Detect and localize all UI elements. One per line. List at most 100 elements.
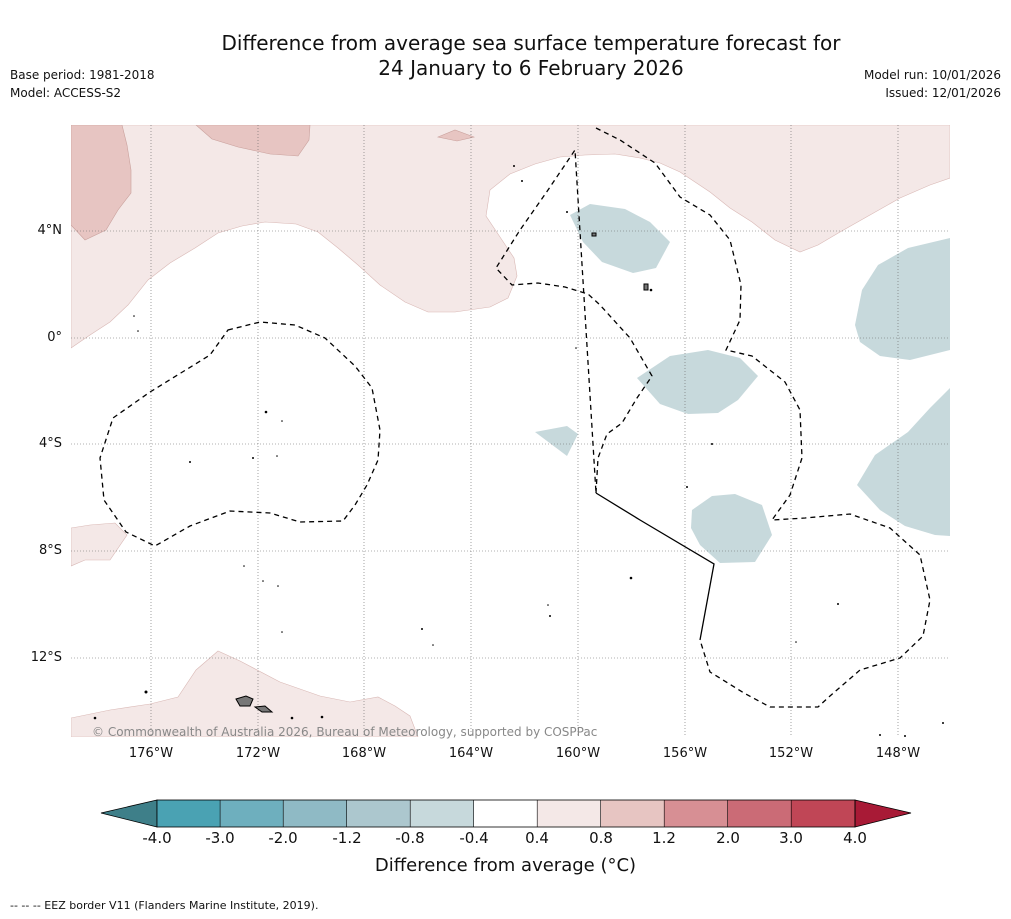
atoll-dot	[189, 461, 191, 463]
atoll-dot	[521, 180, 523, 182]
cool-anomaly-3	[637, 350, 758, 414]
colorbar-label: -4.0	[142, 829, 172, 847]
atoll-dots	[93, 165, 944, 737]
colorbar-label: -0.8	[395, 829, 425, 847]
lon-label-152w: 152°W	[768, 746, 814, 761]
eez-border-solid-segment	[595, 492, 715, 641]
lon-label-176w: 176°W	[128, 746, 174, 761]
metadata-right: Model run: 10/01/2026 Issued: 12/01/2026	[864, 66, 1001, 102]
lon-label-156w: 156°W	[662, 746, 708, 761]
atoll-dot	[686, 486, 688, 488]
lon-label-164w: 164°W	[448, 746, 494, 761]
base-period: Base period: 1981-2018	[10, 68, 155, 82]
warm-anomaly-west-south	[71, 522, 128, 567]
island-savaii	[235, 695, 254, 707]
atoll-dot	[264, 410, 268, 414]
atoll-dot	[432, 644, 434, 646]
title-line-1: Difference from average sea surface temp…	[221, 31, 841, 55]
atoll-dot	[566, 211, 568, 213]
atoll-dot	[290, 716, 294, 720]
atoll-dot	[942, 722, 944, 724]
colorbar-label: 3.0	[779, 829, 803, 847]
lon-label-160w: 160°W	[555, 746, 601, 761]
atoll-dot	[837, 603, 839, 605]
title-line-2: 24 January to 6 February 2026	[378, 56, 684, 80]
atoll-dot	[277, 585, 279, 587]
island-outline	[235, 232, 649, 713]
atoll-dot	[243, 565, 245, 567]
colorbar-segment	[346, 800, 411, 827]
warm-anomaly-south	[71, 650, 419, 737]
atoll-dot	[144, 690, 148, 694]
atoll-dot	[281, 420, 283, 422]
island-upolu	[253, 705, 274, 713]
gridlines-dotted	[71, 125, 950, 737]
atoll-dot	[711, 443, 713, 445]
model-run: Model run: 10/01/2026	[863, 68, 1001, 82]
colorbar-label: -1.2	[332, 829, 362, 847]
cool-anomaly-4	[535, 426, 578, 456]
atoll-dot	[320, 715, 324, 719]
atoll-dot	[575, 347, 577, 349]
atoll-dot	[649, 288, 653, 292]
eez-border-kiribati-line	[495, 127, 931, 708]
cool-anomaly-6	[691, 494, 772, 563]
map-title: Difference from average sea surface temp…	[0, 31, 1011, 81]
colorbar-frame	[156, 799, 856, 828]
colorbar-label: 4.0	[843, 829, 867, 847]
metadata-left: Base period: 1981-2018 Model: ACCESS-S2	[10, 66, 155, 102]
colorbar-high-extend	[854, 799, 912, 828]
colorbar-label: 0.4	[525, 829, 549, 847]
atoll-dot	[252, 457, 254, 459]
colorbar-segment	[410, 800, 474, 827]
colorbar-segment	[727, 800, 792, 827]
atoll-dot	[549, 615, 551, 617]
issued-date: Issued: 12/01/2026	[885, 86, 1001, 100]
colorbar-segment	[791, 800, 855, 827]
lon-label-172w: 172°W	[235, 746, 281, 761]
warm-anomaly-north	[71, 125, 950, 349]
lon-label-168w: 168°W	[341, 746, 387, 761]
cool-anomaly-1	[570, 204, 670, 273]
warm-anomaly-strong-west	[71, 125, 132, 241]
colorbar-label: -0.4	[459, 829, 489, 847]
atoll-dot	[137, 330, 139, 332]
atoll-dot	[629, 576, 633, 580]
eez-footnote: -- -- -- EEZ border V11 (Flanders Marine…	[10, 899, 319, 912]
colorbar-segment	[664, 800, 728, 827]
colorbar-label: 1.2	[652, 829, 676, 847]
lon-label-148w: 148°W	[875, 746, 921, 761]
atoll-dot	[879, 734, 881, 736]
colorbar-dividers	[219, 800, 792, 827]
lat-label-0: 0°	[47, 330, 62, 345]
lat-label-4s: 4°S	[38, 436, 62, 451]
colorbar-label: -3.0	[205, 829, 235, 847]
atoll-dot	[547, 604, 549, 606]
warm-anomaly-strong-small	[436, 129, 476, 142]
colorbar-segment	[600, 800, 665, 827]
cool-anomaly-2	[855, 238, 950, 360]
colorbar-low-extend	[100, 799, 158, 828]
colorbar-segment	[283, 800, 347, 827]
lat-label-12s: 12°S	[30, 650, 62, 665]
island-kiritimati-1	[591, 232, 597, 237]
lat-label-8s: 8°S	[38, 543, 62, 558]
colorbar-segment	[157, 800, 221, 827]
colorbar	[100, 799, 912, 828]
colorbar-segment	[473, 800, 538, 827]
colorbar-label: 2.0	[716, 829, 740, 847]
atoll-dot	[262, 580, 264, 582]
eez-border-tokelau	[99, 321, 381, 547]
atoll-dot	[276, 455, 278, 457]
atoll-dot	[513, 165, 515, 167]
cool-anomaly-5	[857, 388, 950, 536]
colorbar-segment	[537, 800, 601, 827]
colorbar-label: 0.8	[589, 829, 613, 847]
island-kiritimati-2	[643, 283, 649, 291]
copyright-notice: © Commonwealth of Australia 2026, Bureau…	[92, 725, 597, 739]
atoll-dot	[421, 628, 423, 630]
atoll-dot	[904, 735, 906, 737]
colorbar-title: Difference from average (°C)	[374, 855, 637, 876]
colorbar-label: -2.0	[268, 829, 298, 847]
